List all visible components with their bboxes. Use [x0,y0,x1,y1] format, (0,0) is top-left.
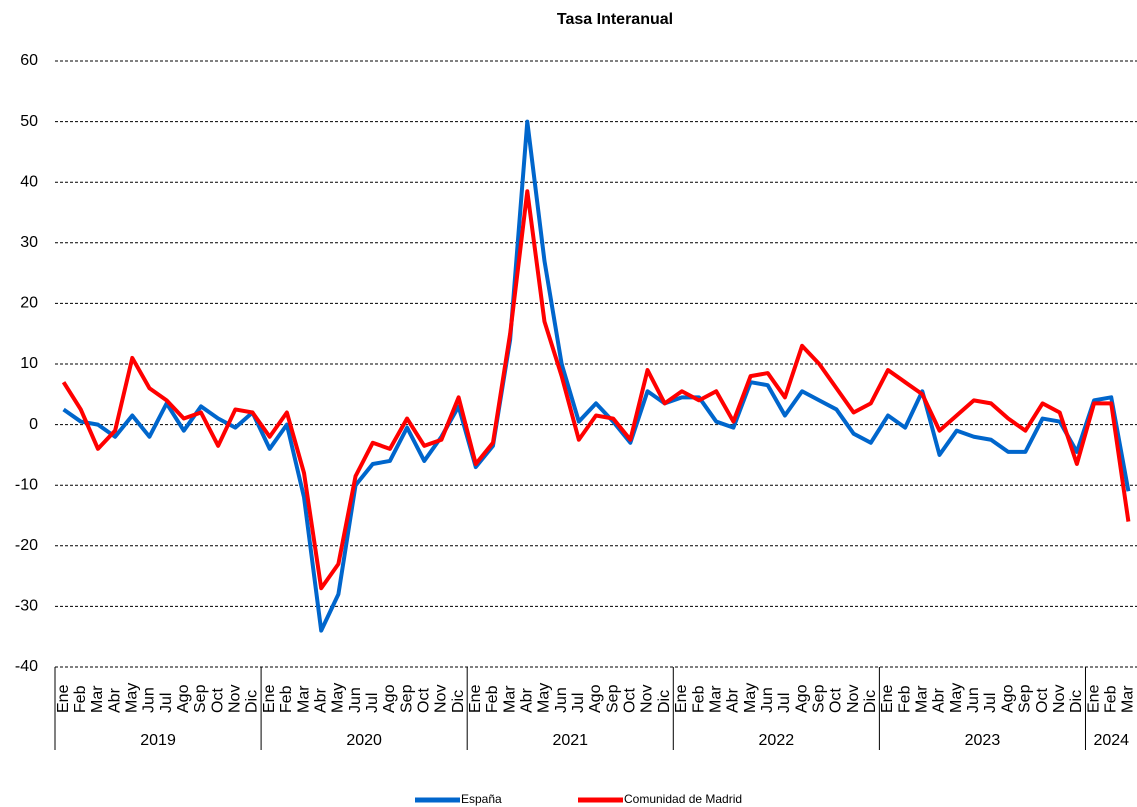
x-tick-label: Sep [398,684,415,713]
x-tick-label: Dic [1068,690,1085,713]
x-tick-label: May [742,683,759,713]
x-tick-label: Mar [707,685,724,713]
x-tick-label: Abr [725,687,742,713]
x-tick-label: Sep [810,684,827,713]
x-tick-label: Abr [519,687,536,713]
x-tick-label: Abr [106,687,123,713]
y-tick-label: 0 [29,416,38,433]
x-tick-label: Jun [347,687,364,713]
x-tick-label: Nov [845,685,862,713]
x-tick-label: Ago [793,684,810,713]
legend-label: Comunidad de Madrid [624,792,742,806]
x-group-label: 2019 [140,732,176,749]
y-tick-label: 50 [20,113,38,130]
x-tick-label: Jul [776,693,793,713]
x-tick-label: Abr [312,687,329,713]
x-tick-label: Abr [931,687,948,713]
x-tick-label: Nov [433,685,450,713]
x-tick-label: Jun [141,687,158,713]
x-tick-label: Jul [364,693,381,713]
x-tick-label: Ago [175,684,192,713]
x-tick-label: May [330,683,347,713]
x-tick-label: Ene [467,684,484,713]
x-tick-label: Ene [879,684,896,713]
x-tick-label: Jun [965,687,982,713]
chart-title: Tasa Interanual [557,11,673,28]
x-tick-label: Sep [604,684,621,713]
x-tick-label: Dic [244,690,261,713]
x-tick-label: May [948,683,965,713]
legend-label: España [461,792,502,806]
x-tick-label: Jul [982,693,999,713]
x-tick-label: Feb [484,685,501,713]
x-tick-label: Ene [261,684,278,713]
x-tick-label: Ago [381,684,398,713]
x-tick-label: Ene [1085,684,1102,713]
x-tick-label: Ene [673,684,690,713]
y-tick-label: 10 [20,355,38,372]
x-tick-label: Feb [278,685,295,713]
x-tick-label: Oct [622,688,639,713]
x-tick-label: Jun [553,687,570,713]
x-tick-label: Oct [209,688,226,713]
x-tick-label: Dic [862,690,879,713]
x-tick-label: Oct [415,688,432,713]
x-tick-label: Sep [1017,684,1034,713]
x-tick-label: Mar [1120,685,1137,713]
x-tick-label: Sep [192,684,209,713]
x-tick-label: Dic [450,690,467,713]
y-tick-label: -20 [15,537,38,554]
x-tick-label: Mar [89,685,106,713]
x-tick-label: Mar [501,685,518,713]
series-line [62,119,1131,633]
x-tick-label: Feb [72,685,89,713]
y-tick-label: 30 [20,234,38,251]
x-group-label: 2024 [1093,732,1129,749]
series-line [61,189,1131,591]
x-tick-label: Ago [587,684,604,713]
x-tick-label: Mar [914,685,931,713]
x-tick-label: Oct [1034,688,1051,713]
x-tick-label: Feb [896,685,913,713]
x-tick-label: Feb [690,685,707,713]
x-tick-label: Nov [639,685,656,713]
y-tick-label: -10 [15,476,38,493]
x-tick-label: Nov [1051,685,1068,713]
x-group-label: 2021 [552,732,588,749]
y-tick-label: -30 [15,598,38,615]
x-group-label: 2023 [965,732,1001,749]
x-tick-label: Nov [227,685,244,713]
y-tick-label: 40 [20,173,38,190]
x-group-label: 2020 [346,732,382,749]
x-group-label: 2022 [759,732,795,749]
y-tick-label: 20 [20,295,38,312]
x-tick-label: Jul [570,693,587,713]
x-tick-label: Jun [759,687,776,713]
x-tick-label: Mar [295,685,312,713]
x-tick-label: Jul [158,693,175,713]
y-tick-label: -40 [15,658,38,675]
x-tick-label: May [536,683,553,713]
y-tick-label: 60 [20,52,38,69]
x-tick-label: Ene [55,684,72,713]
x-tick-label: Feb [1102,685,1119,713]
x-tick-label: Ago [999,684,1016,713]
x-tick-label: Dic [656,690,673,713]
x-tick-label: Oct [828,688,845,713]
x-tick-label: May [124,683,141,713]
